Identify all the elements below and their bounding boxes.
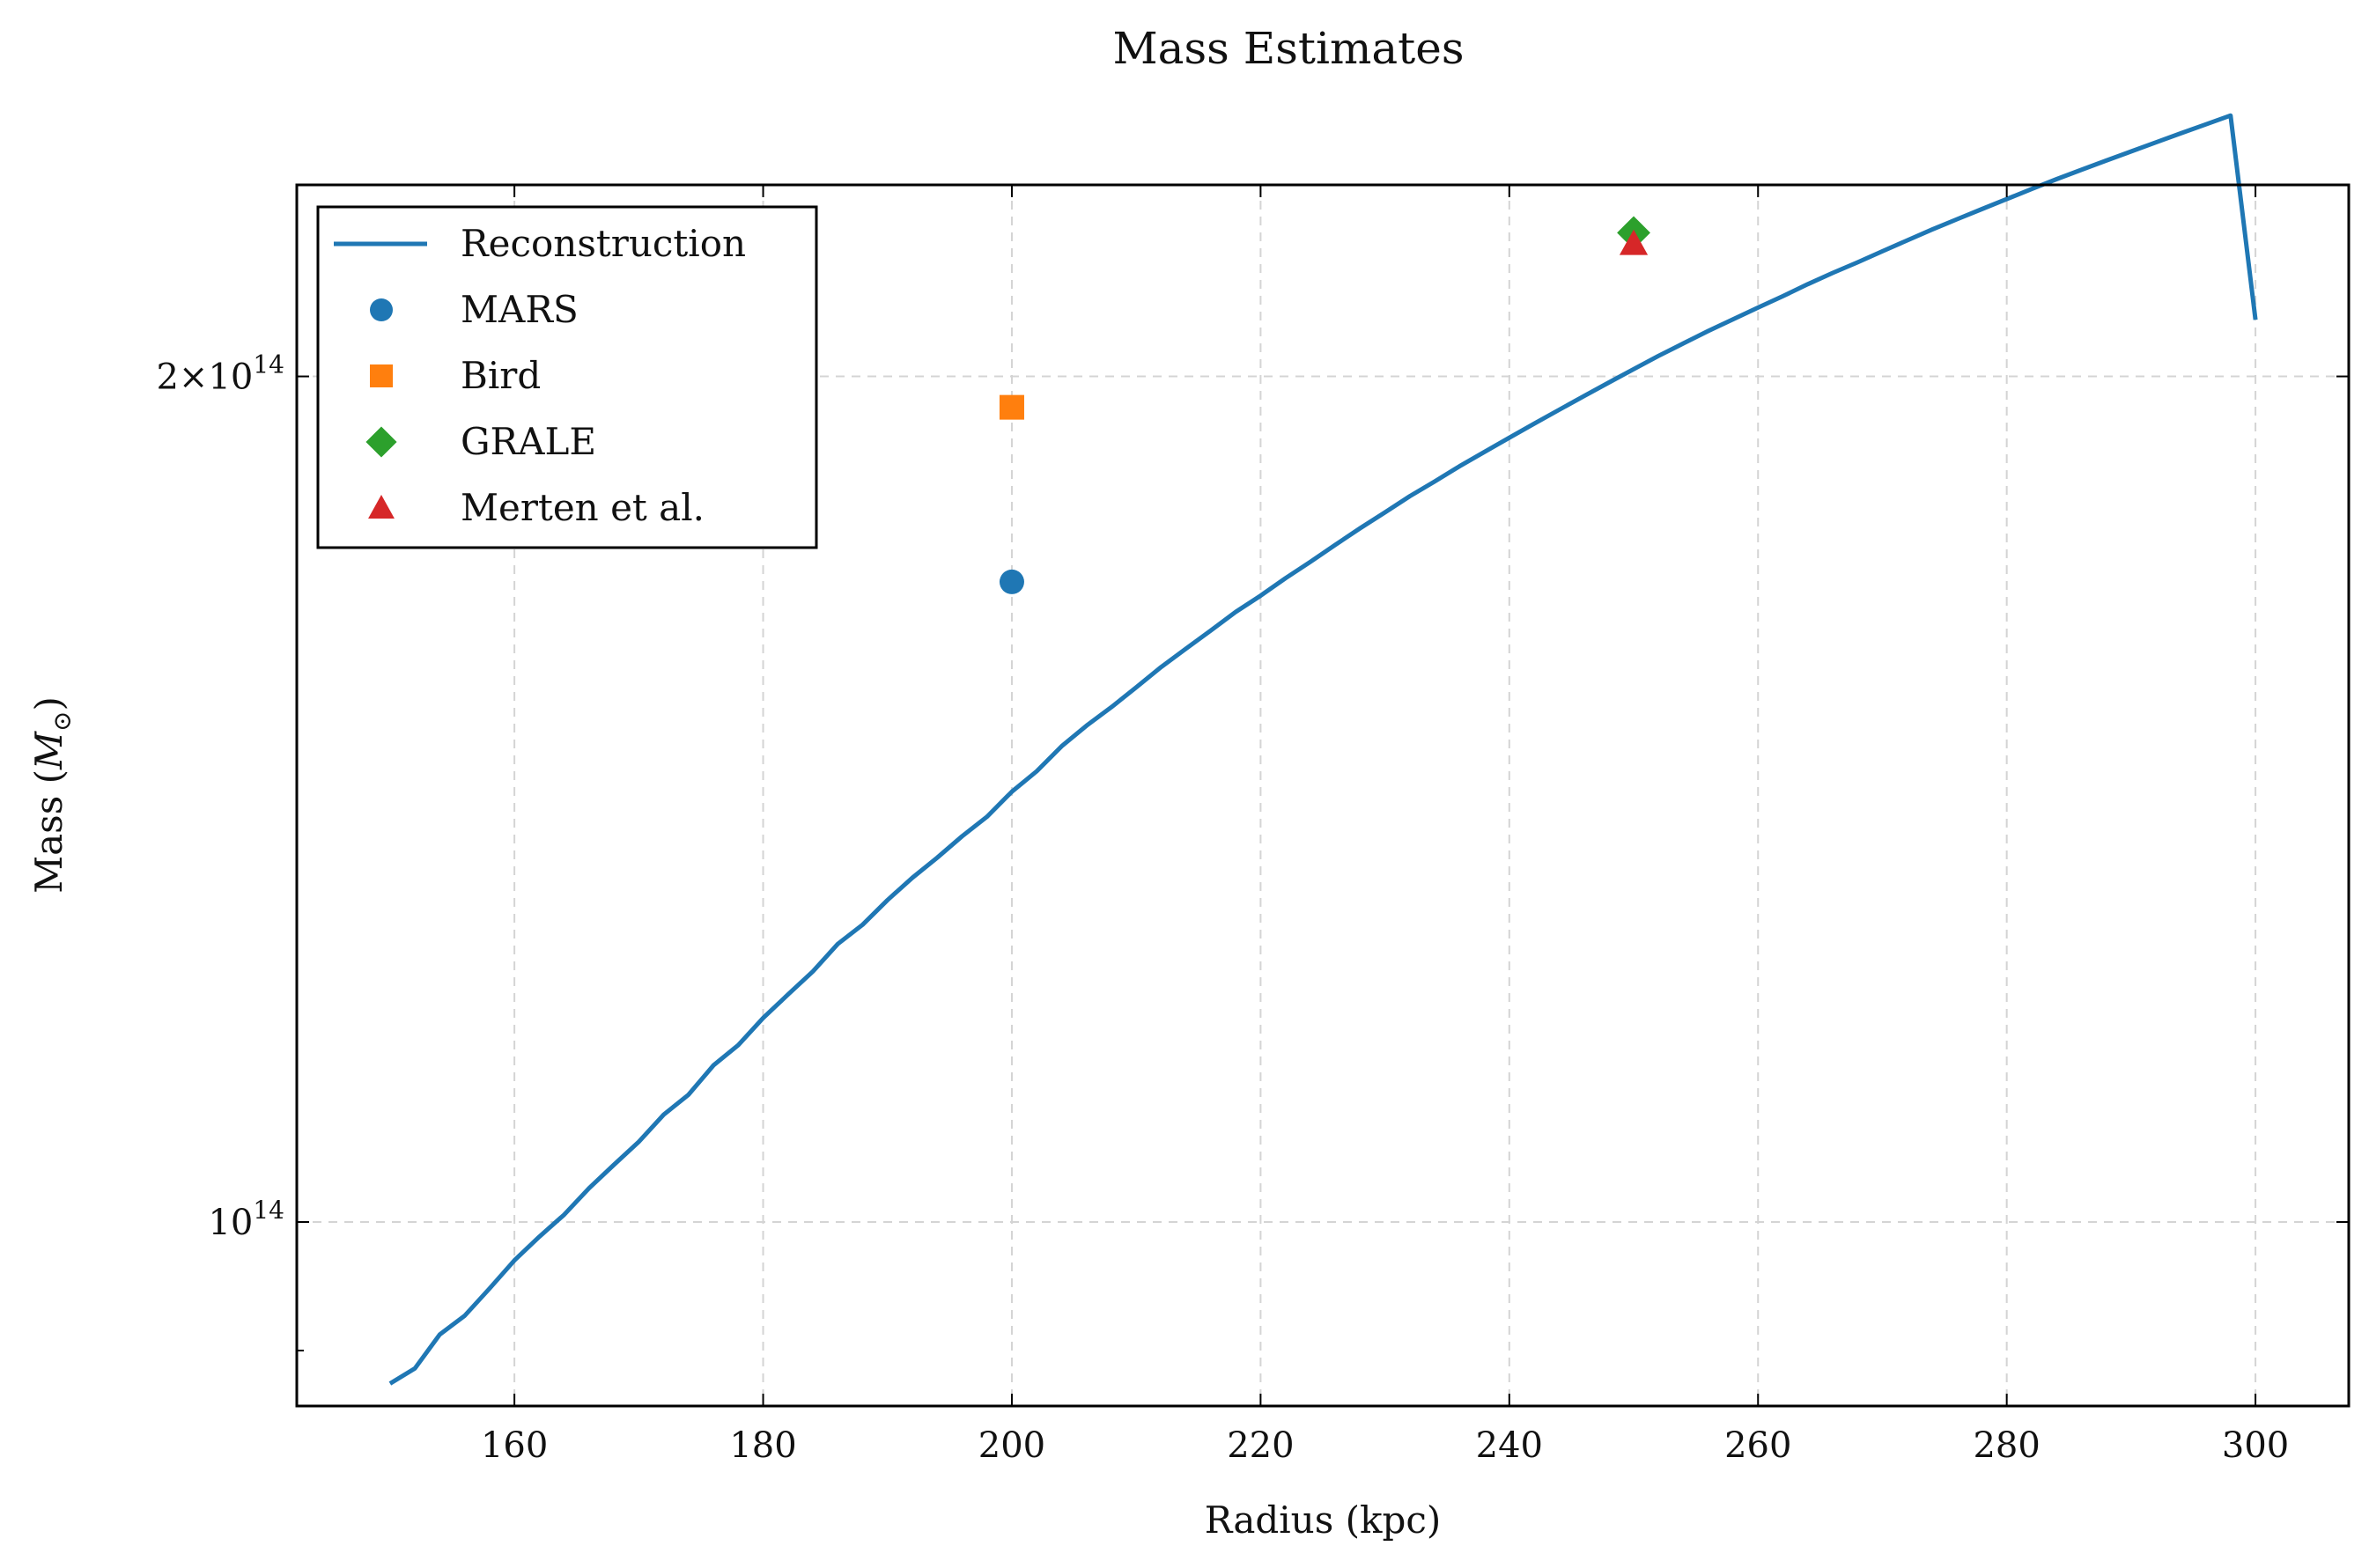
marker-bird [999, 394, 1024, 420]
legend-label-reconstruction: Reconstruction [461, 222, 746, 265]
series-line-reconstruction [388, 113, 2258, 1386]
legend: Reconstruction MARS Bird GRALE Merten et al. [316, 205, 818, 549]
x-axis-label: Radius (kpc) [1205, 1498, 1442, 1542]
y-axis-label-subscript: ⊙ [48, 711, 77, 732]
legend-swatch-grale [365, 426, 397, 458]
plot-frame [295, 183, 2351, 1408]
x-tick-label: 220 [1227, 1425, 1294, 1466]
y-tick-label: 1014 [208, 1196, 284, 1243]
legend-swatch-merten-et-al [368, 495, 395, 519]
data-layer [388, 113, 2258, 1386]
marker-merten-et-al [1619, 229, 1649, 255]
x-tick-label: 200 [978, 1425, 1045, 1466]
legend-label-merten-et-al: Merten et al. [461, 486, 705, 529]
legend-swatch-mars [370, 298, 393, 321]
legend-label-mars: MARS [461, 288, 579, 331]
x-tick-label: 180 [729, 1425, 796, 1466]
y-axis-label: Mass (M⊙) [27, 696, 77, 894]
y-axis-label-text: Mass ( [27, 769, 70, 894]
legend-label-bird: Bird [461, 354, 541, 397]
x-tick-label: 240 [1476, 1425, 1543, 1466]
x-tick-label: 260 [1724, 1425, 1791, 1466]
y-axis-label-close: ) [27, 696, 70, 710]
x-tick-label: 300 [2222, 1425, 2289, 1466]
legend-box [316, 205, 818, 549]
grid-layer [297, 185, 2349, 1406]
legend-label-grale: GRALE [461, 420, 596, 463]
x-tick-label: 280 [1973, 1425, 2040, 1466]
chart-title: Mass Estimates [1112, 23, 1464, 74]
y-tick-label: 2×1014 [156, 350, 284, 398]
marker-mars [999, 569, 1024, 594]
legend-swatch-bird [370, 364, 393, 387]
y-axis-label-symbol: M [27, 731, 70, 770]
tick-layer: 160 180 200 220 240 260 280 300 1014 2×1014 [156, 185, 2349, 1466]
x-tick-label: 160 [481, 1425, 548, 1466]
